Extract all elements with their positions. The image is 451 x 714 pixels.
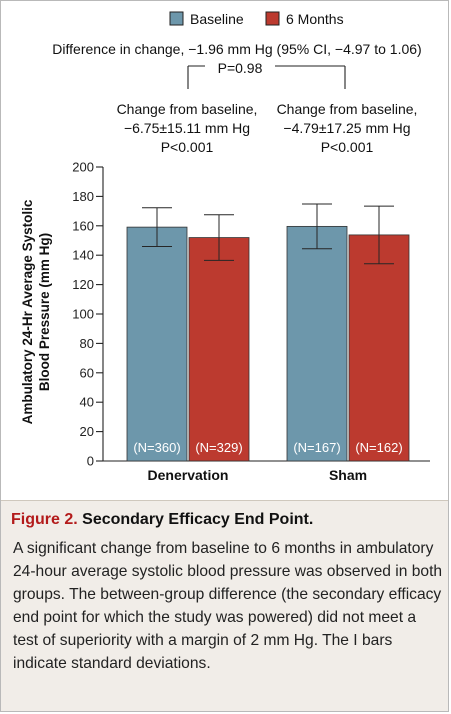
y-tick-label: 0	[87, 454, 94, 469]
y-tick-label: 200	[72, 160, 94, 175]
y-tick-label: 60	[80, 365, 94, 380]
category-label-sham: Sham	[329, 467, 367, 483]
legend-6-months-swatch	[265, 11, 280, 26]
bars	[126, 225, 410, 462]
category-labels: Denervation Sham	[148, 467, 368, 483]
sample-size-label: (N=162)	[355, 440, 402, 455]
y-tick-label: 80	[80, 336, 94, 351]
y-axis-label-line1: Ambulatory 24-Hr Average Systolic	[20, 199, 35, 424]
y-axis-label-line2: Blood Pressure (mm Hg)	[37, 233, 52, 391]
sham-change-line3: P<0.001	[321, 139, 374, 155]
figure-title: Secondary Efficacy End Point.	[82, 511, 314, 528]
sample-size-label: (N=167)	[293, 440, 340, 455]
denervation-change-line3: P<0.001	[161, 139, 214, 155]
y-tick-label: 40	[80, 395, 94, 410]
sample-size-labels: (N=360) (N=329) (N=167) (N=162)	[133, 440, 402, 455]
bar-sham-6-months	[348, 234, 410, 462]
figure-label: Figure 2.	[11, 511, 78, 528]
y-tick-label: 160	[72, 218, 94, 233]
error-bars	[142, 203, 394, 265]
chart: Baseline 6 Months Difference in change, …	[20, 11, 430, 483]
y-tick-label: 20	[80, 424, 94, 439]
legend-6-months-label: 6 Months	[286, 11, 344, 27]
category-label-denervation: Denervation	[148, 467, 229, 483]
difference-annotation: Difference in change, −1.96 mm Hg (95% C…	[52, 41, 421, 57]
comparison-bracket	[187, 65, 346, 89]
y-axis-label: Ambulatory 24-Hr Average Systolic Blood …	[20, 199, 52, 424]
y-axis-ticks: 0 20 40 60 80 100 120 140 160 180 200	[72, 160, 103, 469]
legend: Baseline 6 Months	[169, 11, 344, 27]
sample-size-label: (N=329)	[195, 440, 242, 455]
legend-baseline-label: Baseline	[190, 11, 244, 27]
y-tick-label: 180	[72, 189, 94, 204]
bar-sham-baseline	[286, 225, 348, 462]
bar-denervation-6-months	[188, 237, 250, 462]
y-tick-label: 140	[72, 248, 94, 263]
bar-denervation-baseline	[126, 226, 188, 462]
caption-body: A significant change from baseline to 6 …	[13, 540, 443, 672]
y-tick-label: 100	[72, 307, 94, 322]
denervation-change-line2: −6.75±15.11 mm Hg	[124, 120, 250, 136]
caption-panel: Figure 2. Secondary Efficacy End Point. …	[1, 500, 448, 711]
difference-p-value: P=0.98	[218, 60, 263, 76]
sham-change-line2: −4.79±17.25 mm Hg	[283, 120, 410, 136]
legend-baseline-swatch	[169, 11, 184, 26]
sample-size-label: (N=360)	[133, 440, 180, 455]
denervation-change-line1: Change from baseline,	[117, 101, 258, 117]
caption-title: Figure 2. Secondary Efficacy End Point.	[11, 510, 441, 530]
y-tick-label: 120	[72, 277, 94, 292]
sham-change-line1: Change from baseline,	[277, 101, 418, 117]
